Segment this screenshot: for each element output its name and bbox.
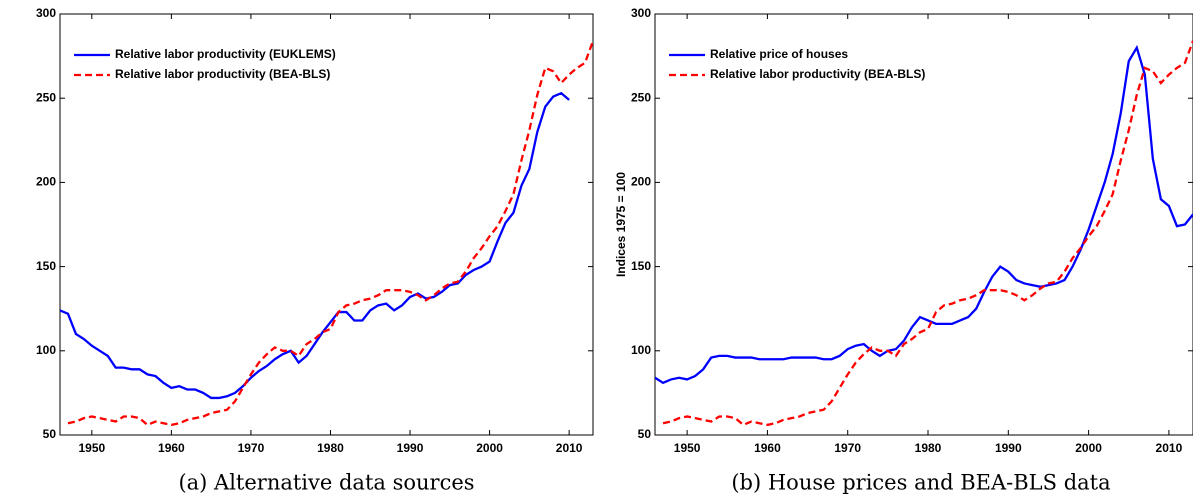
x-tick-label: 1950 — [674, 441, 701, 455]
x-tick-label: 2010 — [1156, 441, 1183, 455]
y-axis-label: Indices 1975 = 100 — [614, 172, 628, 277]
legend-label: Relative labor productivity (BEA-BLS) — [710, 67, 925, 81]
x-tick-label: 1980 — [915, 441, 942, 455]
series-line — [60, 91, 570, 400]
x-tick-label: 1960 — [158, 441, 185, 455]
y-tick-label: 200 — [36, 175, 56, 189]
plot-frame — [654, 13, 1193, 436]
series-line — [662, 40, 1193, 427]
plot-lines — [60, 40, 593, 427]
y-tick-label: 50 — [43, 427, 57, 441]
series-line — [655, 44, 1193, 385]
x-tick-label: 1960 — [754, 441, 781, 455]
caption: (a) Alternative data sources — [178, 471, 474, 495]
y-tick-label: 300 — [36, 6, 56, 20]
y-tick-label: 100 — [631, 343, 651, 357]
y-tick-label: 100 — [36, 343, 56, 357]
chart-panel: 50 100 150 200 250 300 1950 1960 1970 1980 1990 200… — [614, 6, 1193, 495]
x-tick-label: 2000 — [476, 441, 503, 455]
y-tick-label: 150 — [631, 259, 651, 273]
y-tick-label: 150 — [36, 259, 56, 273]
x-tick-label: 1970 — [238, 441, 265, 455]
series-line — [67, 40, 593, 427]
x-tick-label: 1990 — [397, 441, 424, 455]
y-tick-label: 250 — [36, 90, 56, 104]
plot-lines — [655, 40, 1193, 427]
caption: (b) House prices and BEA-BLS data — [731, 471, 1110, 495]
x-tick-label: 2000 — [1075, 441, 1102, 455]
chart-panel: 50 100 150 200 250 300 1950 1960 1970 1980 1990 200… — [36, 6, 594, 495]
legend-label: Relative labor productivity (EUKLEMS) — [115, 47, 336, 61]
y-tick-label: 300 — [631, 6, 651, 20]
y-tick-label: 250 — [631, 90, 651, 104]
x-tick-label: 1950 — [78, 441, 105, 455]
y-tick-label: 50 — [638, 427, 652, 441]
x-tick-label: 2010 — [556, 441, 583, 455]
y-tick-label: 200 — [631, 175, 651, 189]
x-tick-label: 1980 — [317, 441, 344, 455]
x-tick-label: 1970 — [834, 441, 861, 455]
x-tick-label: 1990 — [995, 441, 1022, 455]
plot-frame — [59, 13, 594, 436]
legend-label: Relative price of houses — [710, 47, 848, 61]
legend-label: Relative labor productivity (BEA-BLS) — [115, 67, 330, 81]
